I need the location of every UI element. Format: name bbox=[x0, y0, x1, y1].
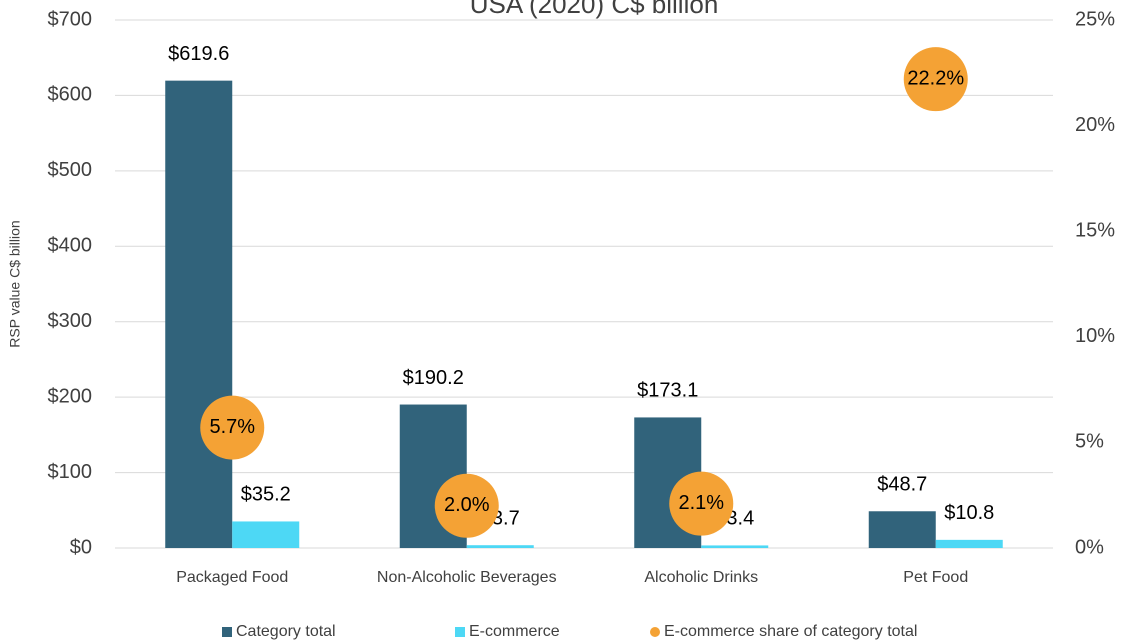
y-tick-label: $200 bbox=[48, 385, 93, 407]
data-label: 2.0% bbox=[444, 494, 490, 516]
legend-label: E-commerce bbox=[469, 623, 560, 640]
legend-marker bbox=[455, 627, 465, 637]
y2-tick-label: 20% bbox=[1075, 114, 1115, 136]
legend-marker bbox=[222, 627, 232, 637]
y-tick-label: $300 bbox=[48, 310, 93, 332]
bubble bbox=[903, 47, 968, 112]
bubble bbox=[200, 395, 265, 460]
x-tick-label: Non-Alcoholic Beverages bbox=[377, 569, 557, 586]
legend-label: Category total bbox=[236, 623, 336, 640]
y-tick-label: $600 bbox=[48, 84, 93, 106]
data-label: 22.2% bbox=[907, 67, 964, 89]
data-label: 5.7% bbox=[209, 416, 255, 438]
y2-tick-label: 5% bbox=[1075, 431, 1104, 453]
y-tick-label: $100 bbox=[48, 461, 93, 483]
bar bbox=[701, 545, 769, 548]
bar bbox=[232, 521, 300, 548]
y-tick-label: $0 bbox=[70, 536, 92, 558]
data-label: 2.1% bbox=[678, 492, 724, 514]
x-tick-label: Alcoholic Drinks bbox=[644, 569, 758, 586]
y2-tick-label: 15% bbox=[1075, 219, 1115, 241]
bar bbox=[868, 511, 936, 548]
legend-marker bbox=[650, 627, 660, 637]
chart-title: USA (2020) C$ billion bbox=[470, 0, 719, 19]
data-label: $173.1 bbox=[637, 380, 698, 402]
legend-label: E-commerce share of category total bbox=[664, 623, 917, 640]
bubble bbox=[434, 473, 499, 538]
bar bbox=[165, 80, 233, 549]
y2-tick-label: 25% bbox=[1075, 8, 1115, 30]
data-label: $48.7 bbox=[877, 474, 927, 496]
data-label: $35.2 bbox=[241, 484, 291, 506]
bar bbox=[466, 545, 534, 548]
bar bbox=[935, 539, 1003, 548]
data-label: $190.2 bbox=[403, 367, 464, 389]
data-label: $10.8 bbox=[944, 502, 994, 524]
data-label: $619.6 bbox=[168, 43, 229, 65]
x-tick-label: Packaged Food bbox=[176, 569, 288, 586]
y-tick-label: $700 bbox=[48, 8, 93, 30]
x-tick-label: Pet Food bbox=[903, 569, 968, 586]
y2-tick-label: 10% bbox=[1075, 325, 1115, 347]
y-tick-label: $400 bbox=[48, 235, 93, 257]
y-axis-label: RSP value C$ billion bbox=[7, 220, 23, 347]
y-tick-label: $500 bbox=[48, 159, 93, 181]
y2-tick-label: 0% bbox=[1075, 536, 1104, 558]
bubble bbox=[669, 471, 734, 536]
